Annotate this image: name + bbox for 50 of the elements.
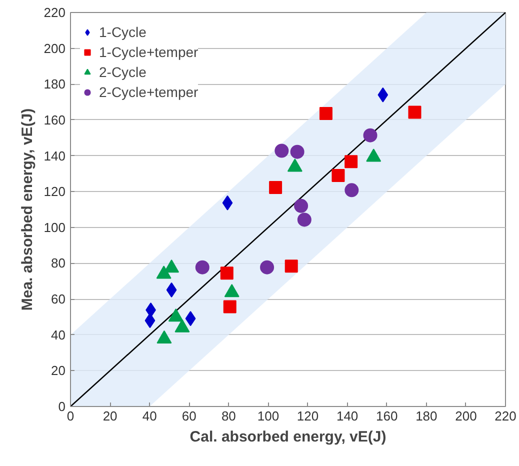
x-tick-label: 60 xyxy=(182,408,196,424)
y-tick-label: 0 xyxy=(58,399,66,414)
x-tick-label: 160 xyxy=(376,408,398,424)
y-tick-label: 120 xyxy=(44,184,66,200)
point xyxy=(222,195,233,210)
y-tick-label: 140 xyxy=(44,148,66,164)
x-axis-title: Cal. absorbed energy, vE(J) xyxy=(190,428,386,446)
legend-label: 2-Cycle xyxy=(99,64,146,80)
y-axis-title: Mea. absorbed energy, vE(J) xyxy=(18,108,36,311)
y-tick-label: 200 xyxy=(44,40,66,56)
x-tick-label: 220 xyxy=(494,408,516,424)
point xyxy=(378,87,388,102)
x-tick-label: 180 xyxy=(416,408,438,424)
point xyxy=(363,128,378,142)
point xyxy=(185,311,196,326)
point xyxy=(297,212,312,227)
x-tick-label: 120 xyxy=(296,408,319,424)
point xyxy=(344,183,359,198)
x-tick-label: 100 xyxy=(257,408,280,424)
point xyxy=(166,282,177,298)
point xyxy=(294,198,308,213)
x-tick-label: 80 xyxy=(221,408,236,424)
y-tick-label: 160 xyxy=(44,112,66,128)
y-tick-label: 80 xyxy=(51,256,66,271)
point xyxy=(195,260,210,274)
y-tick-label: 40 xyxy=(51,327,66,342)
x-tick-label: 20 xyxy=(102,408,118,424)
legend-label: 1-Cycle+temper xyxy=(99,44,198,60)
y-tick-label: 180 xyxy=(44,76,66,92)
point xyxy=(344,155,358,168)
y-tick-label: 20 xyxy=(51,363,66,378)
point xyxy=(284,260,298,273)
point xyxy=(223,300,236,314)
point xyxy=(260,260,274,274)
y-tick-label: 60 xyxy=(51,292,66,307)
x-tick-label: 140 xyxy=(336,408,358,424)
point xyxy=(269,180,282,194)
point xyxy=(290,144,304,159)
y-tick-label: 100 xyxy=(44,220,66,235)
point xyxy=(144,313,156,328)
y-tick-label: 220 xyxy=(44,5,66,20)
point xyxy=(408,106,422,119)
x-tick-label: 40 xyxy=(142,408,157,424)
point xyxy=(319,107,332,120)
point xyxy=(332,168,345,182)
point xyxy=(274,144,289,158)
legend-label: 2-Cycle+temper xyxy=(99,84,198,100)
point xyxy=(220,266,234,280)
legend-label: 1-Cycle xyxy=(99,24,146,40)
x-tick-label: 200 xyxy=(455,408,477,424)
